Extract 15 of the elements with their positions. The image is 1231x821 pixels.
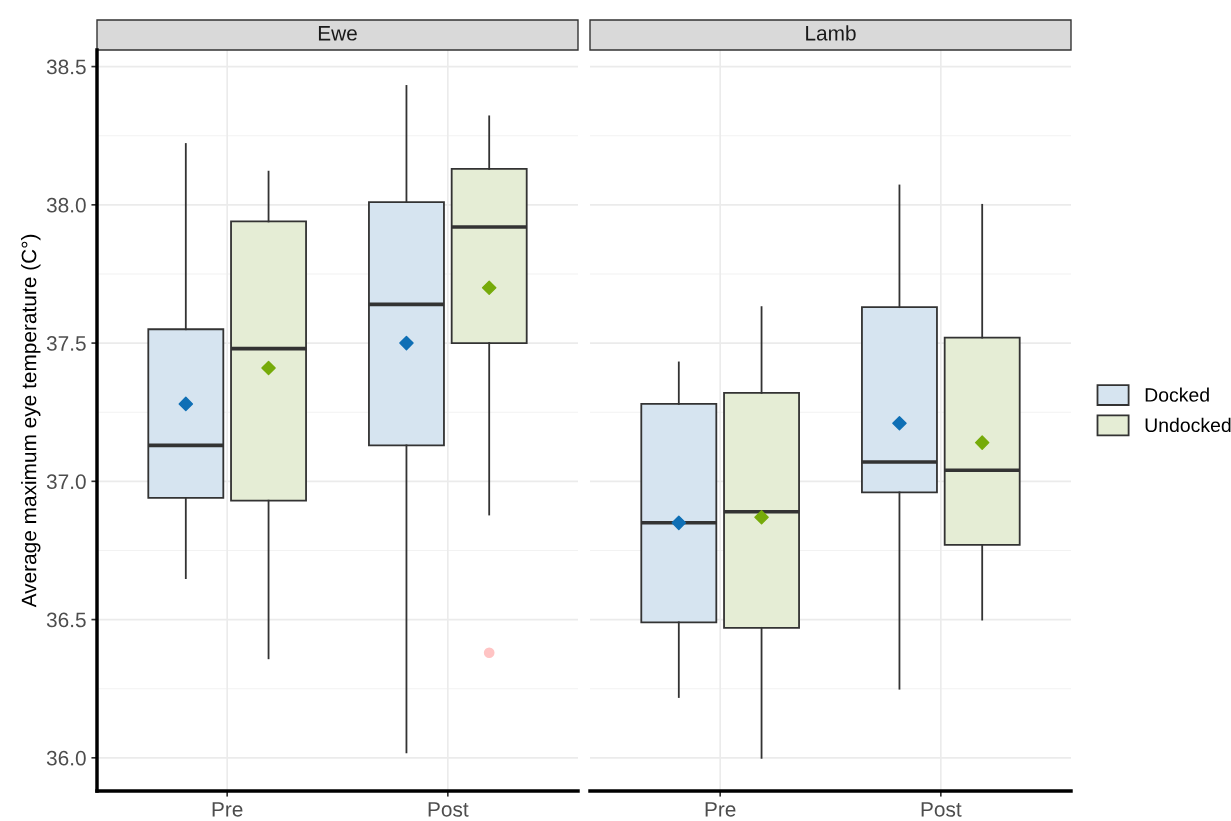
chart-title: Ewe bbox=[318, 26, 357, 41]
x-tick-label: Pre bbox=[212, 802, 243, 817]
y-tick-label: 38.5 bbox=[46, 59, 86, 75]
y-tick-label: 38.0 bbox=[46, 197, 86, 213]
legend-label: Undocked bbox=[1145, 417, 1231, 433]
x-tick-label: Pre bbox=[705, 802, 736, 817]
y-tick-label: 36.0 bbox=[46, 750, 86, 766]
x-tick-label: Post bbox=[428, 802, 469, 817]
y-tick-label: 37.0 bbox=[46, 474, 86, 490]
x-tick-label: Post bbox=[921, 802, 962, 817]
legend-label: Docked bbox=[1145, 387, 1209, 402]
y-axis-title: Average maximum eye temperature (C°) bbox=[21, 234, 41, 608]
chart-title: Lamb bbox=[806, 25, 856, 41]
y-tick-label: 37.5 bbox=[46, 336, 86, 351]
y-tick-label: 36.5 bbox=[46, 612, 86, 628]
